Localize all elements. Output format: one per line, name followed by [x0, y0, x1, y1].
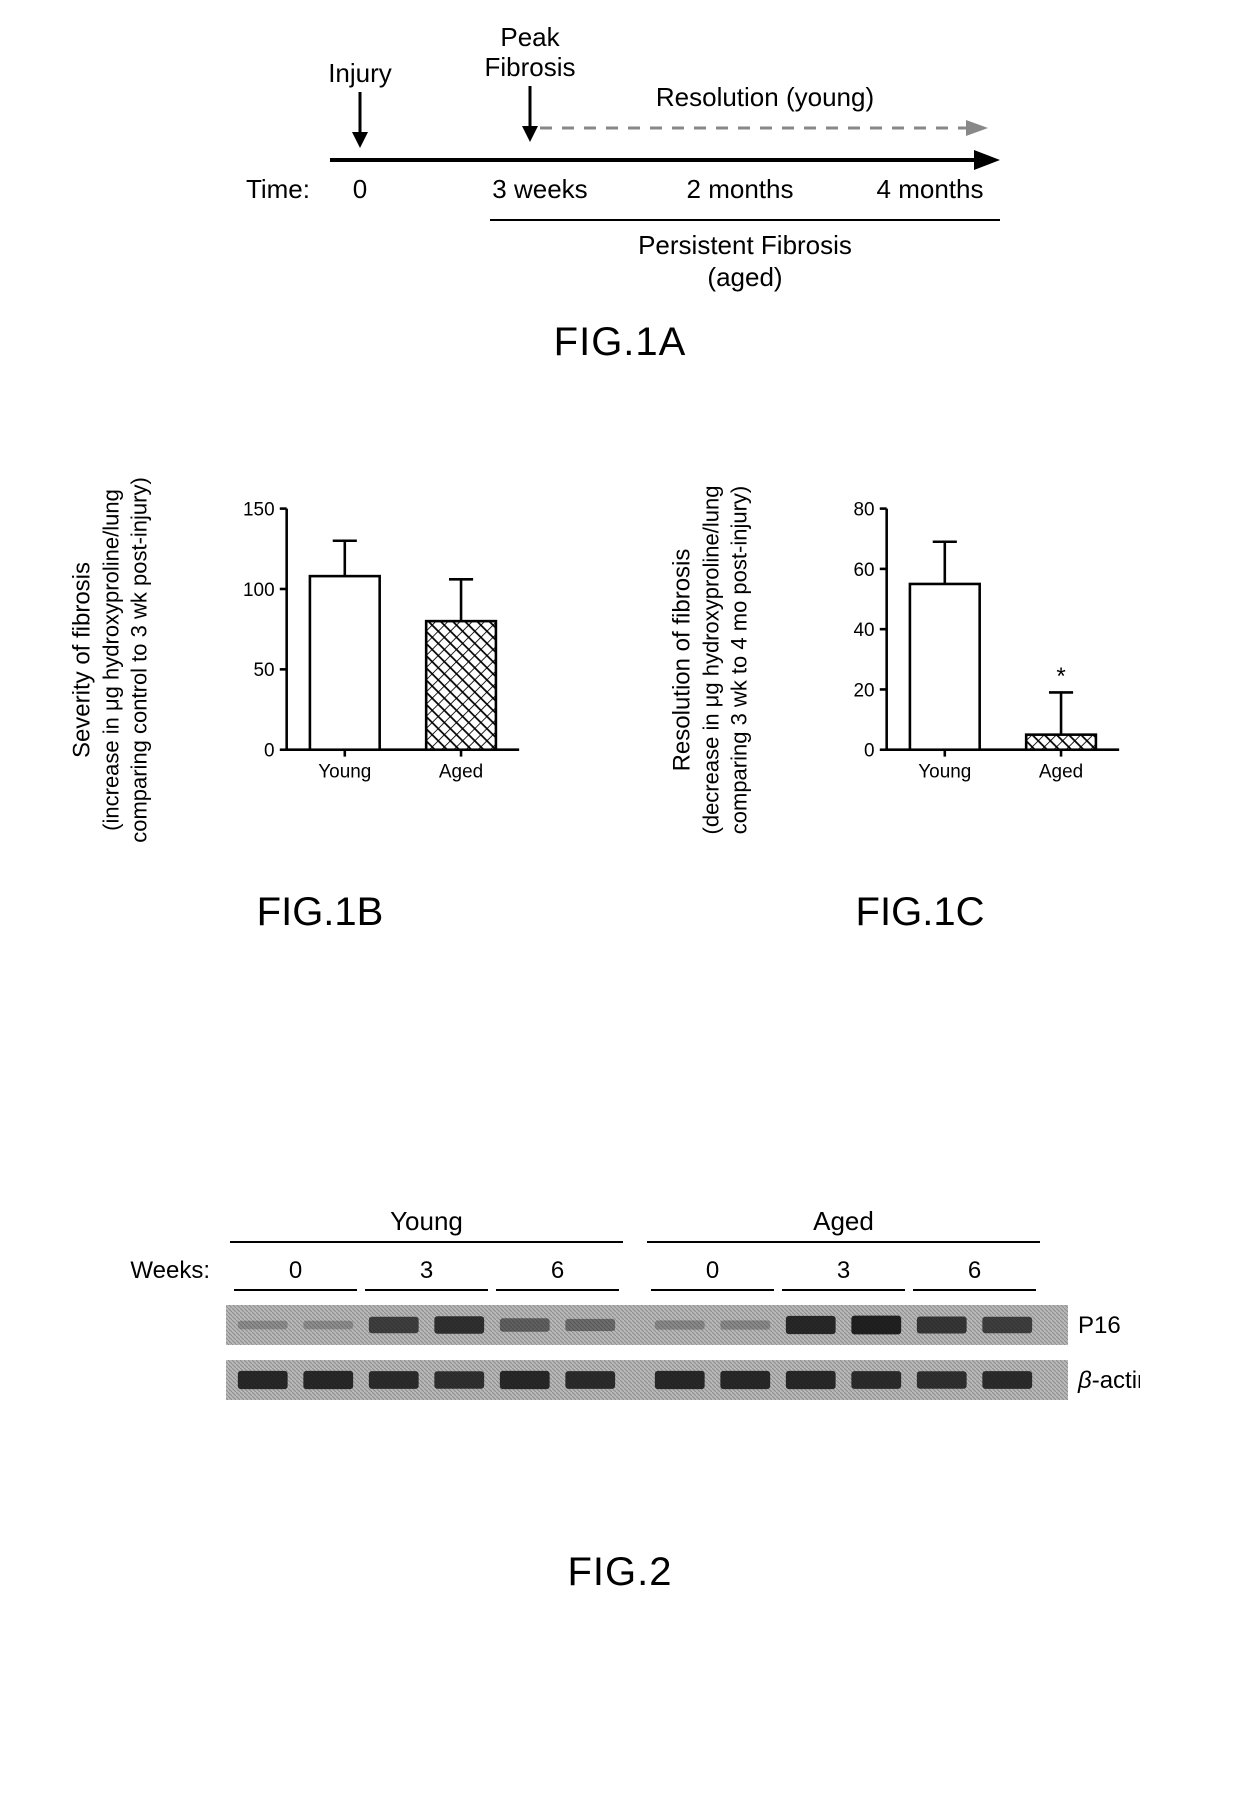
blot-band: [238, 1321, 288, 1330]
bar-aged: [426, 621, 496, 750]
fig2-caption: FIG.2: [0, 1550, 1240, 1595]
ytick-label: 60: [854, 560, 875, 581]
peak-label-1: Peak: [500, 22, 560, 52]
blot-band: [369, 1371, 419, 1389]
charts-row: Severity of fibrosis (increase in μg hyd…: [0, 470, 1240, 990]
week-number: 6: [968, 1257, 981, 1284]
blot-band: [434, 1316, 484, 1334]
week-number: 3: [837, 1257, 850, 1284]
blot-band: [369, 1317, 419, 1333]
ytick-label: 0: [264, 741, 275, 762]
fig1b-ylabel-main: Severity of fibrosis: [69, 562, 96, 758]
blot-band: [982, 1371, 1032, 1389]
fig1b-ylabel-sub1: (increase in μg hydroxyproline/lung: [98, 477, 126, 843]
fig1c-ylabel-sub2: comparing 3 wk to 4 mo post-injury): [725, 486, 753, 835]
xtick-label: Aged: [439, 761, 483, 782]
fig1b-chart: Severity of fibrosis (increase in μg hyd…: [40, 470, 600, 990]
fig1c-ylabel-sub1: (decrease in μg hydroxyproline/lung: [698, 486, 726, 835]
blot-band: [434, 1371, 484, 1389]
ytick-label: 40: [854, 620, 875, 641]
ytick-label: 0: [864, 741, 875, 762]
peak-arrow-head: [522, 126, 538, 142]
row-label: β-actin: [1077, 1367, 1140, 1394]
tick-1: 3 weeks: [492, 174, 587, 204]
blot-band: [851, 1316, 901, 1335]
fig1a-timeline: Injury Peak Fibrosis Resolution (young) …: [210, 20, 1030, 310]
annotation: *: [1056, 663, 1065, 690]
fig1c-chart: Resolution of fibrosis (decrease in μg h…: [640, 470, 1200, 990]
blot-band: [238, 1371, 288, 1389]
fig2-blot: Young Aged Weeks: 0 3 6 0 3 6 P16 β-actin: [100, 1200, 1140, 1600]
persistent-label-1: Persistent Fibrosis: [638, 230, 852, 260]
ytick-label: 150: [243, 500, 275, 521]
fig1a-svg: Injury Peak Fibrosis Resolution (young) …: [210, 20, 1030, 310]
resolution-dashed-arrowhead: [966, 120, 988, 136]
blot-band: [565, 1319, 615, 1331]
fig1b-ylabel-sub2: comparing control to 3 wk post-injury): [125, 477, 153, 843]
ytick-label: 50: [254, 660, 275, 681]
xtick-label: Aged: [1039, 761, 1083, 782]
tick-2: 2 months: [687, 174, 794, 204]
group-label-young: Young: [390, 1206, 463, 1236]
blot-band: [982, 1317, 1032, 1333]
blot-band: [565, 1371, 615, 1389]
bar-aged: [1026, 735, 1096, 750]
blot-band: [303, 1371, 353, 1389]
persistent-label-2: (aged): [707, 262, 782, 292]
blot-band: [655, 1320, 705, 1329]
blot-band: [720, 1371, 770, 1389]
bar-young: [910, 584, 980, 750]
blot-band: [917, 1317, 967, 1334]
ytick-label: 100: [243, 580, 275, 601]
blot-band: [786, 1371, 836, 1389]
blot-band: [786, 1316, 836, 1334]
blot-band: [655, 1371, 705, 1389]
peak-label-2: Fibrosis: [484, 52, 575, 82]
time-axis-arrowhead: [974, 150, 1000, 170]
week-number: 3: [420, 1257, 433, 1284]
fig1a-caption: FIG.1A: [210, 320, 1030, 365]
blot-band: [917, 1371, 967, 1389]
tick-3: 4 months: [877, 174, 984, 204]
blot-band: [851, 1371, 901, 1389]
bar-young: [310, 576, 380, 750]
weeks-label: Weeks:: [130, 1257, 210, 1284]
fig1b-plot: 0 50 100 150 Young Aged: [230, 500, 550, 810]
week-number: 0: [289, 1257, 302, 1284]
fig2-svg: Young Aged Weeks: 0 3 6 0 3 6 P16 β-actin: [100, 1200, 1140, 1500]
week-number: 0: [706, 1257, 719, 1284]
xtick-label: Young: [918, 761, 971, 782]
xtick-label: Young: [318, 761, 371, 782]
fig1c-ylabel-main: Resolution of fibrosis: [669, 549, 696, 772]
fig1b-caption: FIG.1B: [40, 890, 600, 935]
blot-band: [303, 1321, 353, 1330]
row-label: P16: [1078, 1312, 1121, 1339]
fig1b-ylabel: Severity of fibrosis (increase in μg hyd…: [40, 470, 190, 850]
injury-label: Injury: [328, 58, 392, 88]
fig1c-plot: 0 20 40 60 80 Young Aged *: [830, 500, 1150, 810]
resolution-label: Resolution (young): [656, 82, 874, 112]
injury-arrow-head: [352, 132, 368, 148]
blot-band: [500, 1318, 550, 1331]
ytick-label: 20: [854, 680, 875, 701]
week-number: 6: [551, 1257, 564, 1284]
fig1c-ylabel: Resolution of fibrosis (decrease in μg h…: [640, 470, 790, 850]
tick-0: 0: [353, 174, 367, 204]
fig1c-caption: FIG.1C: [640, 890, 1200, 935]
blot-band: [720, 1320, 770, 1329]
blot-band: [500, 1371, 550, 1389]
ytick-label: 80: [854, 500, 875, 521]
time-label: Time:: [246, 174, 310, 204]
group-label-aged: Aged: [813, 1206, 874, 1236]
